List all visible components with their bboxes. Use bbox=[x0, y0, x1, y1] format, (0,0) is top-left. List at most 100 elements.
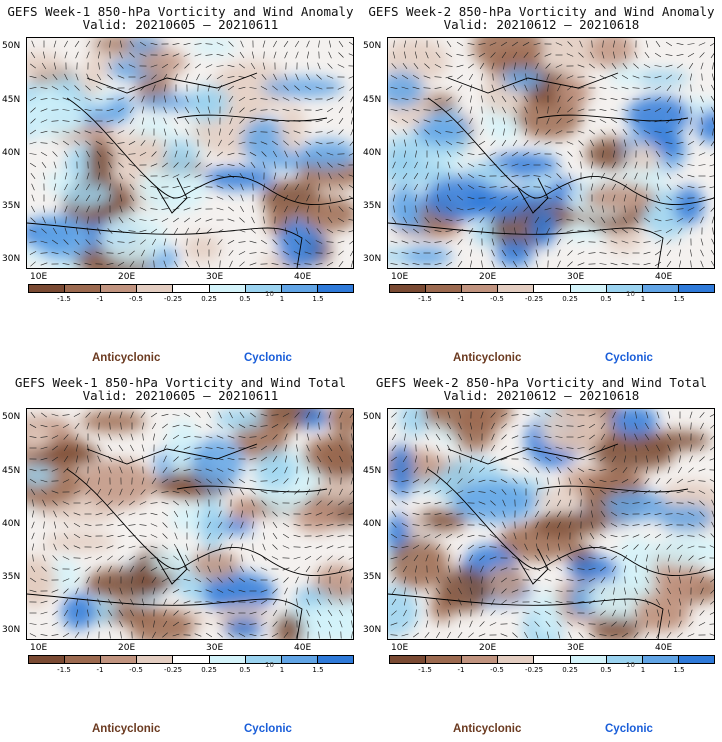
colorbar-scale-label: 10 bbox=[626, 661, 635, 669]
lon-label: 20E bbox=[479, 643, 497, 653]
panel-valid-dates: Valid: 20210612 – 20210618 bbox=[443, 17, 640, 32]
lat-label: 50N bbox=[2, 41, 21, 51]
panel-week2-total: GEFS Week-2 850-hPa Vorticity and Wind T… bbox=[361, 371, 722, 742]
colorbar-tick: 0.5 bbox=[239, 666, 251, 674]
colorbar-tick: 1 bbox=[640, 666, 646, 674]
colorbar-tick: 0.5 bbox=[600, 666, 612, 674]
panel-week2-anomaly: GEFS Week-2 850-hPa Vorticity and Wind A… bbox=[361, 0, 722, 371]
colorbar-tick: -0.25 bbox=[524, 295, 544, 303]
colorbar bbox=[28, 655, 354, 664]
colorbar-tick: 0.5 bbox=[600, 295, 612, 303]
colorbar-tick: 1.5 bbox=[312, 666, 324, 674]
lat-label: 35N bbox=[2, 201, 21, 211]
legend-cyclonic: Cyclonic bbox=[605, 723, 653, 735]
legend-cyclonic: Cyclonic bbox=[605, 352, 653, 364]
panel-valid-dates: Valid: 20210605 – 20210611 bbox=[82, 17, 279, 32]
lon-label: 40E bbox=[655, 643, 673, 653]
lat-label: 40N bbox=[363, 148, 382, 158]
lat-label: 35N bbox=[363, 572, 382, 582]
lon-label: 20E bbox=[479, 272, 497, 282]
colorbar-tick: 1 bbox=[640, 295, 646, 303]
colorbar bbox=[389, 284, 715, 293]
vorticity-map bbox=[26, 408, 354, 640]
lat-label: 45N bbox=[2, 95, 21, 105]
colorbar-tick: 0.5 bbox=[239, 295, 251, 303]
lat-label: 30N bbox=[363, 625, 382, 635]
colorbar-tick: -0.5 bbox=[129, 295, 143, 303]
colorbar-tick: -0.5 bbox=[129, 666, 143, 674]
lon-label: 10E bbox=[391, 643, 409, 653]
lat-label: 45N bbox=[363, 466, 382, 476]
lat-label: 50N bbox=[363, 41, 382, 51]
legend-anticyclonic: Anticyclonic bbox=[453, 352, 522, 364]
vorticity-map bbox=[387, 37, 715, 269]
vorticity-map bbox=[26, 37, 354, 269]
colorbar-scale-label: 10 bbox=[265, 661, 274, 669]
legend-cyclonic: Cyclonic bbox=[244, 352, 292, 364]
lat-label: 35N bbox=[2, 572, 21, 582]
colorbar-tick: -1 bbox=[96, 666, 104, 674]
lat-label: 35N bbox=[363, 201, 382, 211]
panel-title: GEFS Week-1 850-hPa Vorticity and Wind A… bbox=[7, 4, 354, 19]
colorbar bbox=[389, 655, 715, 664]
lat-label: 40N bbox=[2, 148, 21, 158]
lon-label: 30E bbox=[206, 643, 224, 653]
colorbar-tick: -1.5 bbox=[418, 666, 432, 674]
colorbar-tick: -1.5 bbox=[418, 295, 432, 303]
panel-week1-total: GEFS Week-1 850-hPa Vorticity and Wind T… bbox=[0, 371, 361, 742]
panel-title: GEFS Week-2 850-hPa Vorticity and Wind A… bbox=[368, 4, 715, 19]
colorbar-scale-label: 10 bbox=[626, 290, 635, 298]
colorbar-tick: -1.5 bbox=[57, 666, 71, 674]
colorbar-tick: -1 bbox=[457, 666, 465, 674]
lat-label: 30N bbox=[363, 254, 382, 264]
colorbar-tick: 1.5 bbox=[312, 295, 324, 303]
colorbar-tick: 1 bbox=[279, 666, 285, 674]
lon-label: 30E bbox=[206, 272, 224, 282]
vorticity-map bbox=[387, 408, 715, 640]
colorbar-tick: 0.25 bbox=[562, 295, 578, 303]
colorbar-tick: -0.5 bbox=[490, 666, 504, 674]
lon-label: 10E bbox=[30, 643, 48, 653]
legend-anticyclonic: Anticyclonic bbox=[92, 352, 161, 364]
colorbar-tick: -0.5 bbox=[490, 295, 504, 303]
colorbar-scale-label: 10 bbox=[265, 290, 274, 298]
colorbar-tick: -1 bbox=[457, 295, 465, 303]
lat-label: 40N bbox=[2, 519, 21, 529]
lon-label: 40E bbox=[294, 272, 312, 282]
lon-label: 10E bbox=[30, 272, 48, 282]
colorbar-tick: 0.25 bbox=[562, 666, 578, 674]
colorbar-tick: -0.25 bbox=[524, 666, 544, 674]
lon-label: 30E bbox=[567, 272, 585, 282]
panel-title: GEFS Week-2 850-hPa Vorticity and Wind T… bbox=[375, 375, 708, 390]
panel-valid-dates: Valid: 20210612 – 20210618 bbox=[443, 388, 640, 403]
colorbar-tick: -0.25 bbox=[163, 295, 183, 303]
colorbar-tick: -0.25 bbox=[163, 666, 183, 674]
lon-label: 40E bbox=[294, 643, 312, 653]
legend-anticyclonic: Anticyclonic bbox=[453, 723, 522, 735]
lat-label: 40N bbox=[363, 519, 382, 529]
colorbar-tick: -1 bbox=[96, 295, 104, 303]
colorbar-tick: 1.5 bbox=[673, 295, 685, 303]
colorbar bbox=[28, 284, 354, 293]
panel-valid-dates: Valid: 20210605 – 20210611 bbox=[82, 388, 279, 403]
lat-label: 45N bbox=[363, 95, 382, 105]
lon-label: 20E bbox=[118, 643, 136, 653]
legend-anticyclonic: Anticyclonic bbox=[92, 723, 161, 735]
colorbar-tick: 0.25 bbox=[201, 295, 217, 303]
lat-label: 50N bbox=[363, 412, 382, 422]
lat-label: 50N bbox=[2, 412, 21, 422]
legend-cyclonic: Cyclonic bbox=[244, 723, 292, 735]
colorbar-tick: 1 bbox=[279, 295, 285, 303]
panel-title: GEFS Week-1 850-hPa Vorticity and Wind T… bbox=[14, 375, 347, 390]
colorbar-tick: -1.5 bbox=[57, 295, 71, 303]
lon-label: 40E bbox=[655, 272, 673, 282]
lat-label: 45N bbox=[2, 466, 21, 476]
colorbar-tick: 0.25 bbox=[201, 666, 217, 674]
lon-label: 10E bbox=[391, 272, 409, 282]
colorbar-tick: 1.5 bbox=[673, 666, 685, 674]
lon-label: 30E bbox=[567, 643, 585, 653]
lat-label: 30N bbox=[2, 625, 21, 635]
panel-week1-anomaly: GEFS Week-1 850-hPa Vorticity and Wind A… bbox=[0, 0, 361, 371]
lat-label: 30N bbox=[2, 254, 21, 264]
lon-label: 20E bbox=[118, 272, 136, 282]
